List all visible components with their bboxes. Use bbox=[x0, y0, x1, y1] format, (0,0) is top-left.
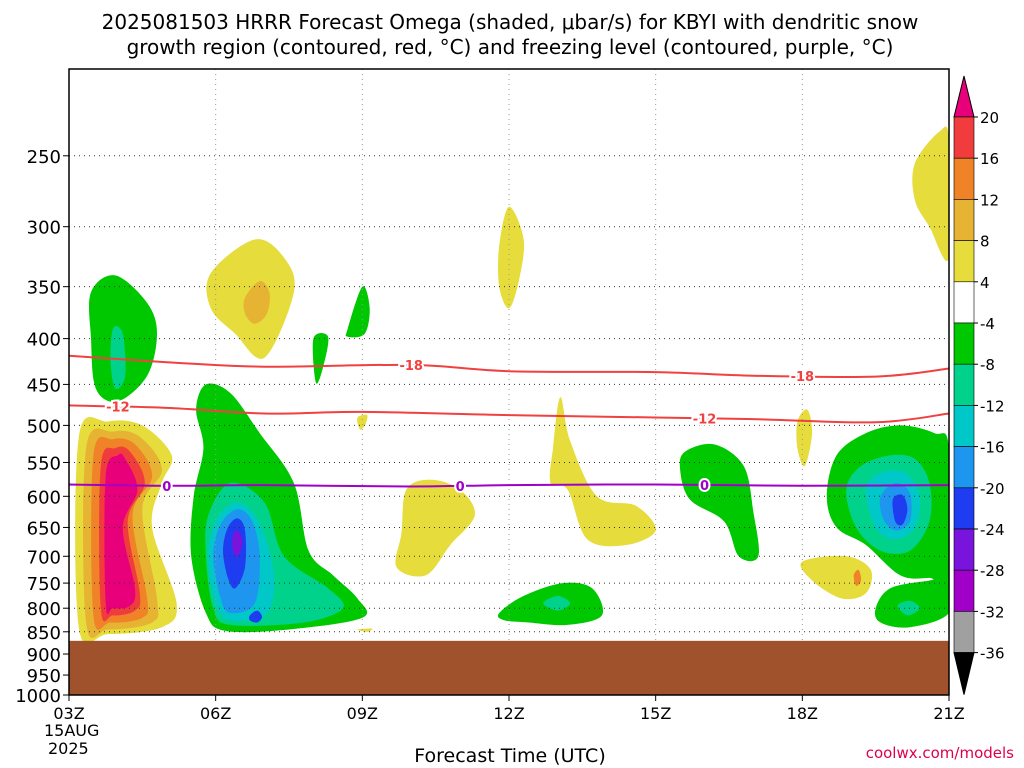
colorbar-swatch-2 bbox=[953, 157, 975, 200]
contour-label-0-0: -18 bbox=[399, 359, 423, 374]
colorbar-label-9: -20 bbox=[980, 480, 1005, 498]
chart-title-line-1: 2025081503 HRRR Forecast Omega (shaded, … bbox=[102, 10, 919, 34]
contour-label-0-1: -18 bbox=[791, 370, 815, 385]
omega-region-20 bbox=[357, 628, 373, 632]
colorbar-label-1: 16 bbox=[980, 150, 999, 168]
y-tick-label-900: 900 bbox=[27, 645, 61, 666]
colorbar-swatch-3 bbox=[953, 199, 975, 241]
contour-label-2-1: 0 bbox=[456, 480, 465, 495]
omega-region-22 bbox=[549, 397, 656, 547]
colorbar-swatch-12 bbox=[953, 569, 975, 612]
colorbar-bottom-arrow bbox=[953, 652, 975, 695]
y-tick-label-850: 850 bbox=[27, 623, 61, 644]
y-tick-label-250: 250 bbox=[27, 147, 61, 168]
y-tick-label-500: 500 bbox=[27, 416, 61, 437]
omega-region-25 bbox=[679, 443, 759, 562]
colorbar-swatch-11 bbox=[953, 528, 975, 571]
x-axis-label: Forecast Time (UTC) bbox=[414, 745, 605, 767]
omega-region-16 bbox=[232, 530, 243, 557]
grid-lines bbox=[69, 69, 949, 696]
contour-label-1-1: -12 bbox=[693, 412, 717, 427]
omega-region-9 bbox=[312, 332, 329, 384]
ground-below-surface bbox=[69, 640, 949, 695]
colorbar-label-8: -16 bbox=[980, 439, 1005, 457]
contour-label-2-2: 0 bbox=[700, 479, 709, 494]
colorbar-label-10: -24 bbox=[980, 521, 1005, 539]
omega-region-24 bbox=[543, 595, 571, 611]
colorbar-swatch-9 bbox=[953, 446, 975, 489]
colorbar-label-4: 4 bbox=[980, 274, 990, 292]
contour-line-2 bbox=[69, 483, 949, 488]
y-tick-label-600: 600 bbox=[27, 487, 61, 508]
y-tick-label-300: 300 bbox=[27, 218, 61, 239]
x-tick-label-03Z: 03Z bbox=[53, 704, 84, 723]
omega-region-35 bbox=[897, 600, 920, 616]
colorbar-swatch-7 bbox=[953, 363, 975, 406]
contour-line-1 bbox=[69, 404, 949, 424]
x-tick-label-12Z: 12Z bbox=[493, 704, 524, 723]
colorbar-label-2: 12 bbox=[980, 191, 999, 209]
omega-shaded-regions bbox=[75, 126, 949, 644]
x-tick-label-06Z: 06Z bbox=[200, 704, 231, 723]
ground-fill bbox=[69, 640, 949, 695]
chart-title-line-2: growth region (contoured, red, °C) and f… bbox=[127, 35, 894, 59]
y-tick-label-400: 400 bbox=[27, 330, 61, 351]
y-tick-label-1000: 1000 bbox=[15, 686, 61, 707]
omega-region-10 bbox=[345, 286, 370, 338]
omega-region-17 bbox=[249, 610, 263, 623]
omega-region-4 bbox=[104, 453, 138, 615]
y-tick-label-650: 650 bbox=[27, 518, 61, 539]
omega-region-34 bbox=[874, 575, 949, 628]
temperature-contours: -18 -18 -12 -12 0 0 0 bbox=[69, 354, 949, 497]
colorbar-label-12: -32 bbox=[980, 603, 1005, 621]
x-axis-date-line-1: 15AUG bbox=[44, 721, 99, 740]
x-tick-label-09Z: 09Z bbox=[347, 704, 378, 723]
colorbar-swatch-4 bbox=[953, 240, 975, 283]
omega-region-18 bbox=[395, 479, 475, 577]
y-tick-label-800: 800 bbox=[27, 599, 61, 620]
colorbar-swatch-6 bbox=[953, 322, 975, 365]
colorbar-label-11: -28 bbox=[980, 562, 1005, 580]
colorbar-swatch-8 bbox=[953, 405, 975, 447]
omega-region-27 bbox=[800, 555, 873, 600]
credit-text: coolwx.com/models bbox=[866, 744, 1014, 762]
colorbar-label-0: 20 bbox=[980, 109, 999, 127]
y-tick-label-700: 700 bbox=[27, 547, 61, 568]
colorbar-label-5: -4 bbox=[980, 315, 995, 333]
omega-region-6 bbox=[110, 326, 126, 390]
contour-label-2-0: 0 bbox=[162, 480, 171, 495]
y-axis: 2503003504004505005506006507007508008509… bbox=[15, 147, 69, 707]
omega-region-19 bbox=[357, 414, 368, 430]
y-tick-label-950: 950 bbox=[27, 666, 61, 687]
x-axis: 03Z 06Z 09Z 12Z 15Z 18Z 21Z bbox=[53, 695, 965, 723]
y-tick-label-350: 350 bbox=[27, 278, 61, 299]
x-tick-label-15Z: 15Z bbox=[640, 704, 671, 723]
x-axis-date-line-2: 2025 bbox=[48, 739, 89, 758]
colorbar: 20 16 12 8 4 -4 -8 -12 -16 -20 -24 -28 -32 -36 bbox=[953, 75, 1005, 695]
colorbar-swatch-1 bbox=[953, 116, 975, 159]
colorbar-label-3: 8 bbox=[980, 233, 990, 251]
x-tick-label-21Z: 21Z bbox=[933, 704, 964, 723]
colorbar-label-6: -8 bbox=[980, 356, 995, 374]
omega-region-36 bbox=[912, 126, 949, 262]
colorbar-top-arrow bbox=[953, 75, 975, 118]
colorbar-swatch-5 bbox=[953, 281, 975, 324]
y-tick-label-550: 550 bbox=[27, 453, 61, 474]
contour-line-0 bbox=[69, 354, 949, 379]
y-tick-label-450: 450 bbox=[27, 375, 61, 396]
colorbar-label-7: -12 bbox=[980, 397, 1005, 415]
colorbar-swatch-10 bbox=[953, 487, 975, 530]
omega-region-8 bbox=[243, 281, 270, 324]
colorbar-swatch-13 bbox=[953, 611, 975, 653]
omega-region-26 bbox=[796, 409, 813, 467]
colorbar-label-13: -36 bbox=[980, 645, 1005, 663]
omega-region-28 bbox=[853, 569, 862, 586]
x-tick-label-18Z: 18Z bbox=[787, 704, 818, 723]
contour-label-1-0: -12 bbox=[106, 401, 130, 416]
omega-region-21 bbox=[498, 206, 525, 309]
plot-frame bbox=[68, 68, 950, 696]
omega-region-33 bbox=[892, 494, 908, 526]
y-tick-label-750: 750 bbox=[27, 574, 61, 595]
